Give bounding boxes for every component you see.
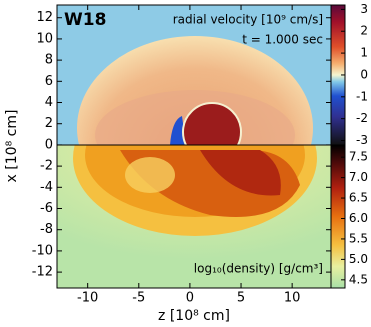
panel-title: radial velocity [10⁹ cm/s] xyxy=(173,13,323,27)
y-tick-label: 2 xyxy=(45,116,53,131)
model-label: W18 xyxy=(64,10,106,30)
colorbar-tick-label: 0 xyxy=(360,67,368,81)
x-tick-label: 0 xyxy=(186,291,194,306)
y-tick-label: 0 xyxy=(45,137,53,152)
y-tick-label: 10 xyxy=(36,31,53,46)
y-tick-label: -4 xyxy=(40,180,53,195)
y-tick-label: -12 xyxy=(32,265,53,280)
x-tick-label: 10 xyxy=(284,291,301,306)
colorbar-density xyxy=(330,144,346,289)
colorbar-tick-label: 5.5 xyxy=(349,231,368,245)
x-tick-label: 5 xyxy=(237,291,245,306)
colorbar-tick-label: 3 xyxy=(360,2,368,16)
colorbar-tick-label: 6.5 xyxy=(349,191,368,205)
time-annotation: t = 1.000 sec xyxy=(242,33,323,47)
y-tick-label: -6 xyxy=(40,201,53,216)
y-tick-label: 12 xyxy=(36,10,53,25)
y-tick-label: -10 xyxy=(32,243,53,258)
y-axis-label: x [10⁸ cm] xyxy=(4,110,20,183)
colorbar-tick-label: 2 xyxy=(360,24,368,38)
y-tick-label: 8 xyxy=(45,53,53,68)
colorbar-tick-label: 7.0 xyxy=(349,170,368,184)
velocity-image xyxy=(57,5,331,145)
y-tick-label: 4 xyxy=(45,95,53,110)
panel-title: log₁₀(density) [g/cm³] xyxy=(194,262,323,276)
colorbar-tick-label: -1 xyxy=(356,89,368,103)
y-tick-label: -2 xyxy=(40,159,53,174)
colorbar-tick-label: 7.5 xyxy=(349,150,368,164)
colorbar-tick-label: 1 xyxy=(360,46,368,60)
colorbar-tick-label: 4.5 xyxy=(349,272,368,286)
y-tick-label: -8 xyxy=(40,222,53,237)
colorbar-tick-label: 5.0 xyxy=(349,252,368,266)
x-axis-label: z [10⁸ cm] xyxy=(158,308,230,324)
x-tick-label: -5 xyxy=(132,291,145,306)
density-image xyxy=(57,145,331,288)
colorbar-tick-label: -3 xyxy=(356,133,368,147)
y-tick-label: 6 xyxy=(45,74,53,89)
x-tick-label: -10 xyxy=(77,291,98,306)
colorbar-tick-label: 6.0 xyxy=(349,211,368,225)
colorbar-tick-label: -2 xyxy=(356,111,368,125)
